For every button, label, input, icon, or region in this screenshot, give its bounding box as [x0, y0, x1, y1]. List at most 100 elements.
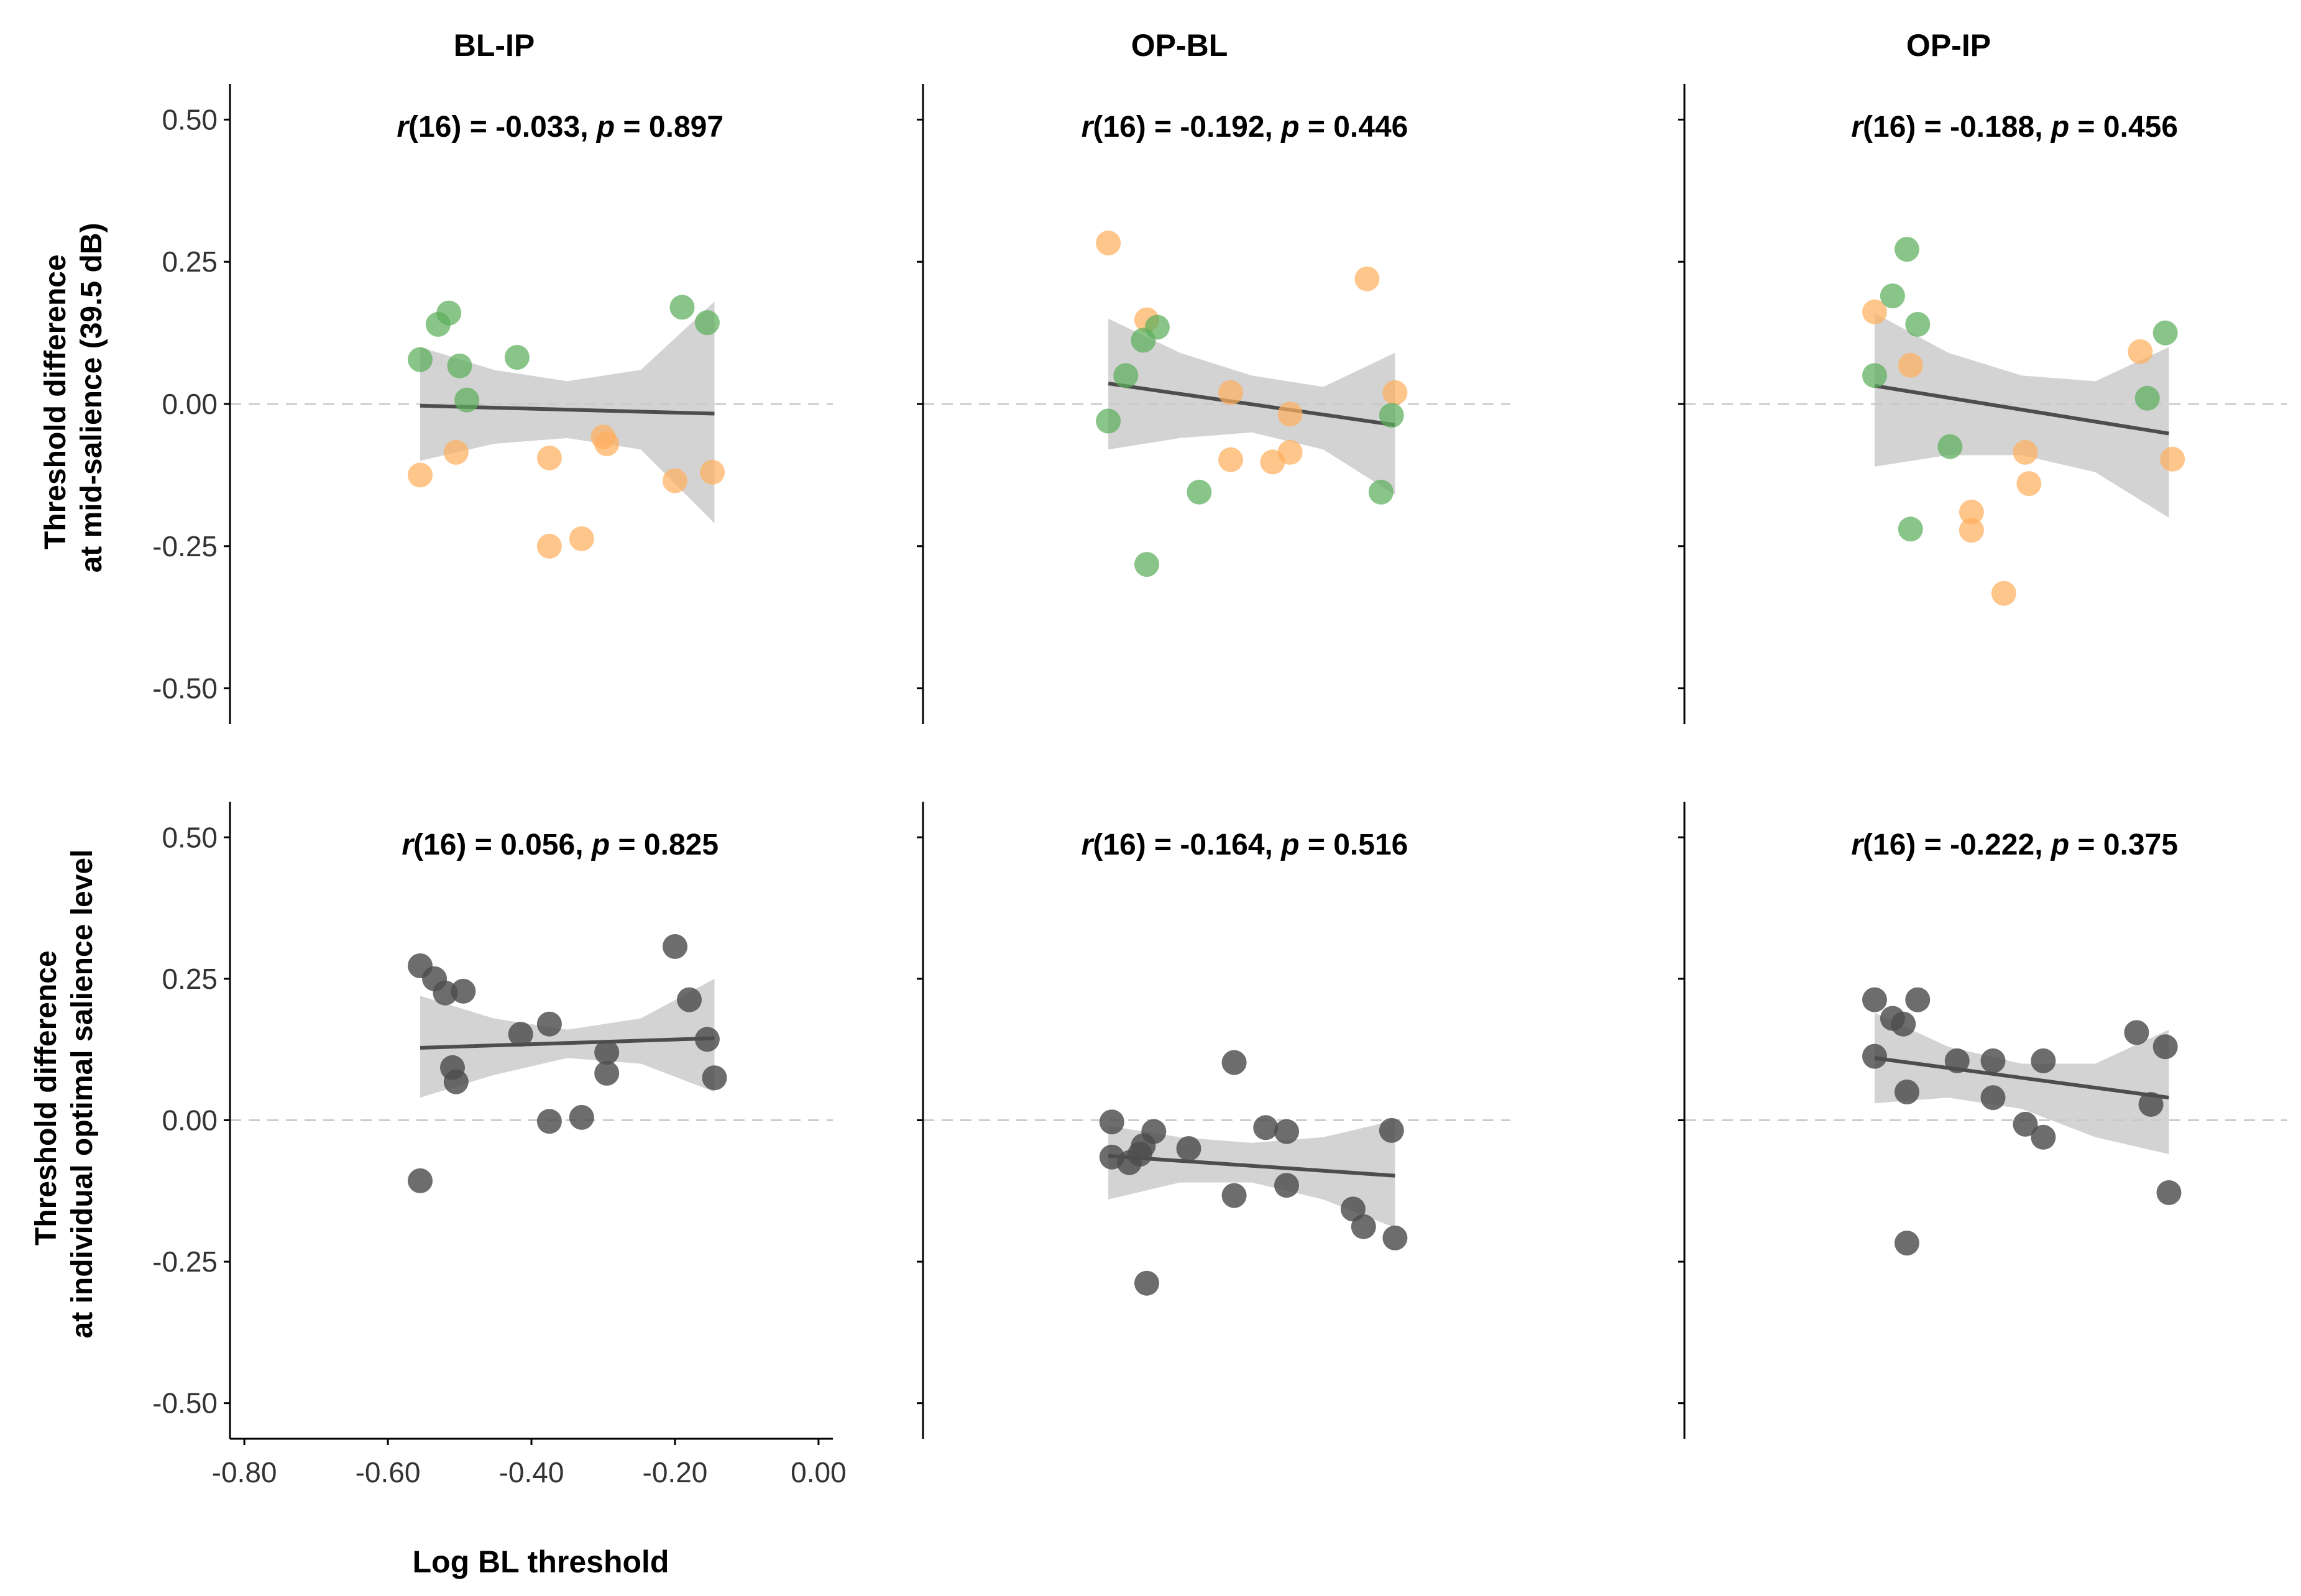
- data-point: [702, 1065, 727, 1091]
- row1-ylabel-line1: Threshold difference: [39, 254, 72, 549]
- panel-2-3: r(16) = -0.222, p = 0.375: [1678, 802, 2287, 1439]
- stat-p-symbol: p: [590, 828, 610, 861]
- data-point: [436, 300, 462, 326]
- data-point: [1368, 479, 1394, 505]
- stat-r-value: (16) = 0.056,: [413, 828, 592, 861]
- data-point: [1880, 283, 1905, 309]
- y-tick-label: 0.25: [162, 963, 218, 995]
- data-point: [1134, 1270, 1159, 1296]
- panel-2-2: r(16) = -0.164, p = 0.516: [917, 802, 1510, 1439]
- y-tick-label: -0.25: [152, 530, 218, 562]
- stat-r-symbol: r: [1082, 111, 1095, 144]
- data-point: [1141, 1119, 1167, 1144]
- data-point: [447, 353, 472, 378]
- data-point: [2152, 1034, 2178, 1060]
- row1-ylabel-line2: at mid-salience (39.5 dB): [75, 223, 108, 573]
- data-point: [443, 1069, 469, 1094]
- data-point: [1379, 403, 1404, 428]
- data-point: [2016, 471, 2042, 497]
- stat-r-symbol: r: [1851, 111, 1864, 144]
- data-point: [536, 1011, 562, 1037]
- data-point: [700, 459, 725, 485]
- data-point: [1937, 434, 1963, 459]
- panel-1-2: OP-BL r(16) = -0.192, p = 0.446: [917, 28, 1510, 724]
- data-point: [594, 1040, 620, 1065]
- data-point: [454, 387, 480, 413]
- data-point: [1253, 1115, 1279, 1140]
- data-point: [694, 1027, 720, 1052]
- data-point: [677, 987, 702, 1012]
- data-point: [408, 347, 433, 372]
- data-point: [1113, 363, 1139, 388]
- column-title: OP-BL: [1131, 28, 1228, 63]
- stat-p-value: = 0.456: [2069, 111, 2178, 144]
- stat-p-value: = 0.825: [610, 828, 719, 861]
- data-point: [1991, 580, 2016, 606]
- stat-p-value: = 0.375: [2069, 828, 2178, 861]
- data-point: [1905, 311, 1931, 337]
- data-point: [1862, 299, 1887, 324]
- data-point: [433, 980, 458, 1006]
- stat-p-value: = 0.897: [615, 111, 723, 144]
- data-point: [1891, 1011, 1916, 1037]
- confidence-band: [1875, 1012, 2169, 1155]
- data-point: [1895, 237, 1919, 262]
- stat-p-symbol: p: [2050, 111, 2069, 144]
- data-point: [1905, 987, 1931, 1012]
- data-point: [504, 345, 530, 370]
- data-point: [594, 1060, 620, 1086]
- data-point: [2160, 446, 2185, 472]
- data-point: [2138, 1092, 2164, 1117]
- data-point: [1096, 408, 1121, 434]
- regression-line: [420, 1036, 715, 1050]
- x-tick-label: -0.40: [499, 1456, 564, 1488]
- correlation-stat: r(16) = -0.164, p = 0.516: [1082, 828, 1408, 861]
- data-point: [1176, 1136, 1201, 1161]
- data-point: [663, 468, 687, 493]
- stat-r-symbol: r: [402, 828, 415, 861]
- data-point: [536, 1109, 562, 1134]
- stat-p-value: = 0.446: [1300, 111, 1408, 144]
- y-tick-label: -0.50: [152, 672, 218, 705]
- data-point: [1277, 401, 1303, 427]
- data-point: [2128, 339, 2153, 364]
- confidence-band: [420, 301, 715, 524]
- data-point: [1959, 518, 1984, 543]
- correlation-stat: r(16) = -0.192, p = 0.446: [1082, 111, 1408, 144]
- data-point: [1862, 987, 1887, 1012]
- x-tick-label: 0.00: [791, 1456, 847, 1488]
- x-tick-label: -0.20: [643, 1456, 708, 1488]
- data-point: [569, 1104, 594, 1130]
- stat-r-symbol: r: [1082, 828, 1095, 861]
- data-point: [1895, 1080, 1919, 1104]
- x-axis-label: Log BL threshold: [413, 1544, 669, 1579]
- confidence-band: [420, 978, 715, 1098]
- stat-r-symbol: r: [397, 111, 410, 144]
- data-point: [2031, 1048, 2056, 1073]
- data-point: [1980, 1085, 2006, 1111]
- data-point: [594, 431, 620, 457]
- data-point: [2031, 1124, 2056, 1150]
- data-point: [1898, 352, 1923, 378]
- data-point: [1096, 231, 1121, 255]
- data-point: [443, 439, 469, 465]
- data-point: [408, 1168, 433, 1193]
- y-tick-label: -0.25: [152, 1245, 218, 1278]
- data-point: [1382, 1225, 1408, 1250]
- panel-2-1: 0.50 0.25 0.00 -0.25 -0.50 -0.80 -0.60 -0.40 -0.…: [152, 802, 847, 1488]
- data-point: [2134, 385, 2160, 411]
- data-point: [2013, 1111, 2038, 1137]
- row2-ylabel: Threshold difference at individual optim…: [30, 850, 99, 1339]
- data-point: [536, 445, 562, 470]
- data-point: [569, 526, 594, 551]
- data-point: [1959, 499, 1984, 525]
- row1-ylabel: Threshold difference at mid-salience (39…: [39, 223, 108, 573]
- x-tick-label: -0.60: [356, 1456, 421, 1488]
- y-tick-label: 0.50: [162, 821, 218, 853]
- data-point: [1218, 447, 1243, 472]
- stat-p-symbol: p: [1280, 111, 1299, 144]
- data-point: [1144, 314, 1170, 340]
- panel-1-3: OP-IP r(16) = -0.188, p = 0.456: [1678, 28, 2287, 724]
- regression-line: [1108, 382, 1395, 427]
